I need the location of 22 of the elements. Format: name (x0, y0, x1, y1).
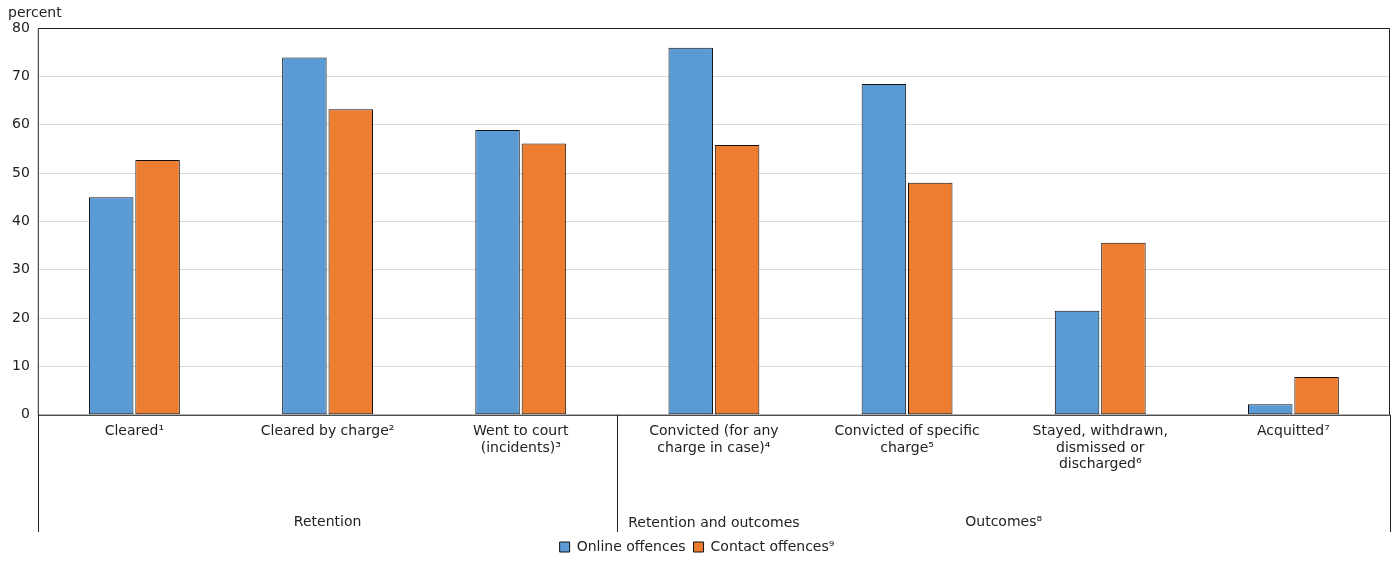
x-axis-title: Retention and outcomes (628, 514, 800, 531)
x-tick-label: Convicted of specific charge⁵ (834, 421, 980, 455)
legend-label: Contact offences⁹ (710, 537, 835, 554)
x-tick-label: Went to court (incidents)³ (473, 421, 569, 455)
x-tick-label: Cleared by charge² (260, 421, 395, 438)
legend-label: Online offences (576, 537, 686, 554)
x-tick-label: Acquitted⁷ (1257, 421, 1330, 438)
text: Outcomes⁸ (965, 513, 1043, 529)
y-tick-label: 20 (11, 308, 30, 325)
y-tick-label: 30 (11, 260, 30, 277)
x-tick-label: Convicted (for any charge in case)⁴ (649, 421, 779, 455)
y-tick-label: 80 (11, 18, 30, 35)
y-tick-label: 60 (11, 115, 30, 132)
x-tick-label: Stayed, withdrawn, dismissed or discharged⁶ (1032, 421, 1168, 472)
y-tick-label: 40 (11, 212, 30, 229)
y-tick-label: 70 (11, 66, 30, 83)
x-tick-label: Cleared¹ (104, 421, 165, 438)
y-tick-label: 10 (11, 357, 30, 374)
y-tick-label: 0 (20, 405, 30, 422)
y-tick-label: 50 (11, 163, 30, 180)
y-axis-title: percent (8, 3, 63, 20)
text: Retention (293, 513, 362, 529)
